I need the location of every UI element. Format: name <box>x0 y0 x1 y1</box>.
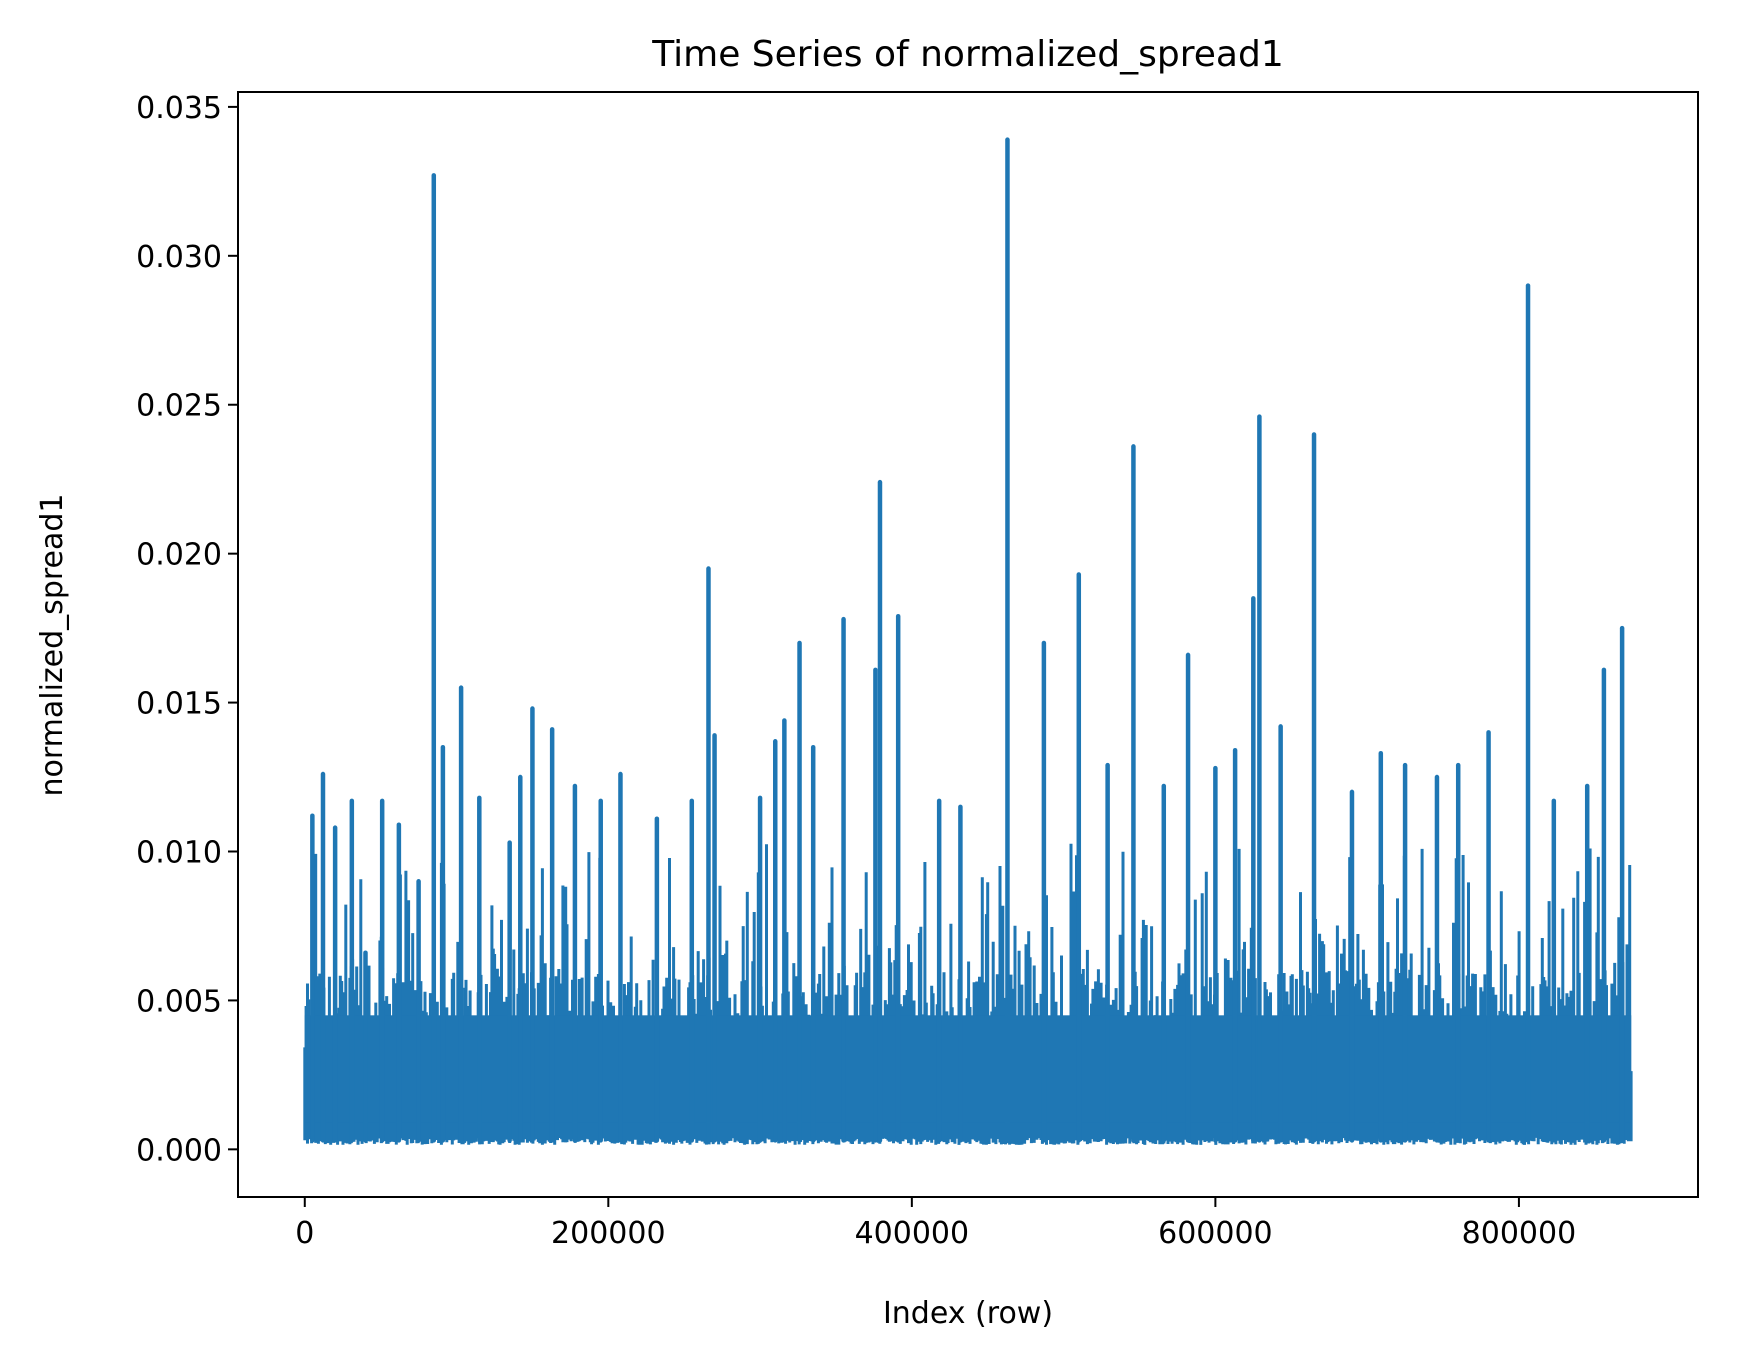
x-tick-label: 600000 <box>1158 1216 1273 1251</box>
y-tick-label: 0.010 <box>136 836 222 871</box>
y-tick-label: 0.015 <box>136 687 222 722</box>
x-tick-label: 800000 <box>1462 1216 1577 1251</box>
x-axis-ticks: 0 200000 400000 600000 800000 <box>295 1197 1576 1251</box>
y-tick-label: 0.030 <box>136 240 222 275</box>
y-tick-label: 0.020 <box>136 538 222 573</box>
y-axis-ticks: 0.000 0.005 0.010 0.015 0.020 0.025 0.030 0.035 <box>136 91 238 1168</box>
y-tick-label: 0.035 <box>136 91 222 126</box>
x-tick-label: 0 <box>295 1216 314 1251</box>
y-tick-label: 0.000 <box>136 1133 222 1168</box>
y-axis-label: normalized_spread1 <box>35 493 70 796</box>
x-axis-label: Index (row) <box>883 1296 1053 1331</box>
series-dense-band <box>304 1015 1632 1123</box>
x-tick-label: 200000 <box>551 1216 666 1251</box>
y-tick-label: 0.005 <box>136 984 222 1019</box>
chart-title: Time Series of normalized_spread1 <box>651 34 1283 75</box>
series-layer <box>303 137 1633 1145</box>
y-tick-label: 0.025 <box>136 389 222 424</box>
plot-frame <box>237 91 1699 1198</box>
x-tick-label: 400000 <box>855 1216 970 1251</box>
